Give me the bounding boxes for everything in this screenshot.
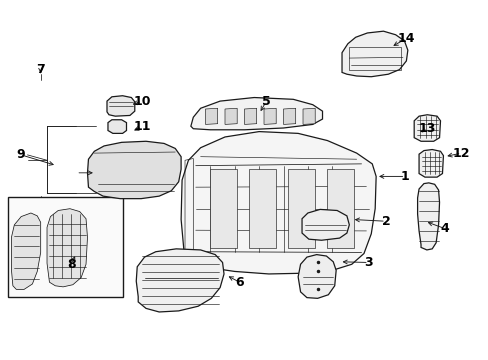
Polygon shape xyxy=(224,108,237,125)
Text: 10: 10 xyxy=(133,95,150,108)
Polygon shape xyxy=(210,169,237,248)
Text: 4: 4 xyxy=(439,222,448,235)
FancyBboxPatch shape xyxy=(8,197,122,297)
Text: 8: 8 xyxy=(67,258,76,271)
Polygon shape xyxy=(249,169,276,248)
Polygon shape xyxy=(413,115,440,141)
Polygon shape xyxy=(417,183,439,250)
Polygon shape xyxy=(87,141,181,199)
Text: 7: 7 xyxy=(36,63,45,76)
Polygon shape xyxy=(264,108,276,125)
Polygon shape xyxy=(283,108,295,125)
Polygon shape xyxy=(205,108,217,125)
Polygon shape xyxy=(107,96,135,116)
Text: 11: 11 xyxy=(133,121,150,134)
Polygon shape xyxy=(244,108,256,125)
Polygon shape xyxy=(181,132,375,274)
Polygon shape xyxy=(136,249,224,312)
Text: 6: 6 xyxy=(235,276,244,289)
Polygon shape xyxy=(11,213,41,289)
Text: 14: 14 xyxy=(397,32,414,45)
Polygon shape xyxy=(341,31,407,77)
Polygon shape xyxy=(288,169,315,248)
Text: 1: 1 xyxy=(400,170,409,183)
Text: 3: 3 xyxy=(364,256,372,269)
Polygon shape xyxy=(303,108,315,125)
Polygon shape xyxy=(302,210,348,240)
Polygon shape xyxy=(190,98,322,130)
Polygon shape xyxy=(418,149,443,177)
Polygon shape xyxy=(47,209,87,287)
Text: 13: 13 xyxy=(418,122,435,135)
Text: 2: 2 xyxy=(381,215,389,228)
Text: 12: 12 xyxy=(452,147,469,159)
Polygon shape xyxy=(327,169,353,248)
Polygon shape xyxy=(108,120,126,134)
Text: 5: 5 xyxy=(262,95,270,108)
Text: 9: 9 xyxy=(17,148,25,161)
Polygon shape xyxy=(298,255,335,298)
